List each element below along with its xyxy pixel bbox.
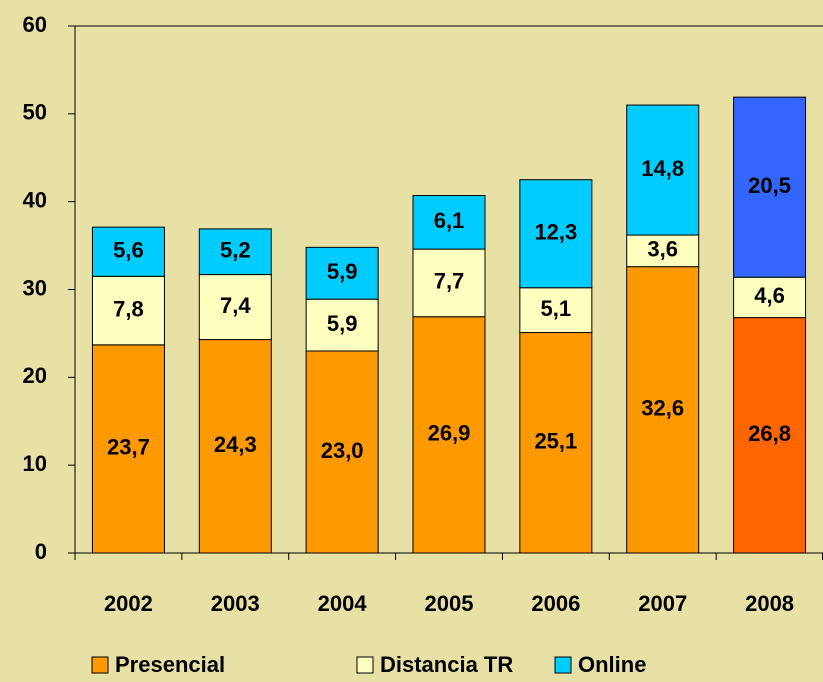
bar-segment [733,96,807,278]
x-tick-label: 2002 [104,591,153,616]
x-tick-label: 2005 [425,591,474,616]
legend-label: Online [578,652,646,677]
x-tick-label: 2008 [745,591,794,616]
y-tick-label: 20 [23,363,47,388]
bar-segment [198,339,272,554]
data-label: 7,8 [113,296,144,321]
data-label: 25,1 [534,429,577,454]
data-label: 5,1 [541,296,572,321]
bar-segment [412,248,486,318]
legend-label: Distancia TR [380,652,513,677]
y-tick-label: 0 [35,539,47,564]
data-label: 7,7 [434,269,465,294]
data-label: 5,2 [220,238,251,263]
y-tick-label: 40 [23,187,47,212]
bar-segment [412,316,486,554]
bar-segment [412,195,486,250]
data-label: 5,9 [327,259,358,284]
bar-segment [626,266,700,554]
data-label: 23,0 [321,438,364,463]
x-tick-label: 2006 [531,591,580,616]
data-label: 4,6 [754,283,785,308]
data-label: 12,3 [534,220,577,245]
data-label: 20,5 [748,173,791,198]
x-tick-label: 2003 [211,591,260,616]
bar-segment [519,179,593,289]
y-tick-label: 30 [23,275,47,300]
bar-segment [198,274,272,341]
legend-label: Presencial [115,652,225,677]
data-label: 6,1 [434,208,465,233]
y-tick-label: 50 [23,100,47,125]
data-label: 26,8 [748,421,791,446]
bar-segment [198,228,272,276]
bar-segment [733,317,807,554]
bar-segment [626,234,700,268]
data-label: 24,3 [214,432,257,457]
data-label: 3,6 [647,237,678,262]
bar-segment [733,276,807,319]
bar-segment [305,246,379,300]
data-label: 7,4 [220,293,251,318]
legend-swatch [91,656,109,674]
legend-swatch [356,656,374,674]
bar-segment [519,287,593,334]
data-label: 26,9 [428,421,471,446]
bar-segment [91,226,165,277]
data-label: 5,6 [113,238,144,263]
data-label: 23,7 [107,435,150,460]
data-label: 32,6 [641,396,684,421]
data-label: 5,9 [327,311,358,336]
y-tick-label: 60 [23,12,47,37]
bar-segment [305,350,379,554]
x-tick-label: 2004 [318,591,368,616]
x-tick-label: 2007 [638,591,687,616]
legend-swatch [554,656,572,674]
bar-segment [519,332,593,554]
y-tick-label: 10 [23,451,47,476]
bar-segment [626,104,700,236]
data-label: 14,8 [641,156,684,181]
bar-segment [305,298,379,352]
